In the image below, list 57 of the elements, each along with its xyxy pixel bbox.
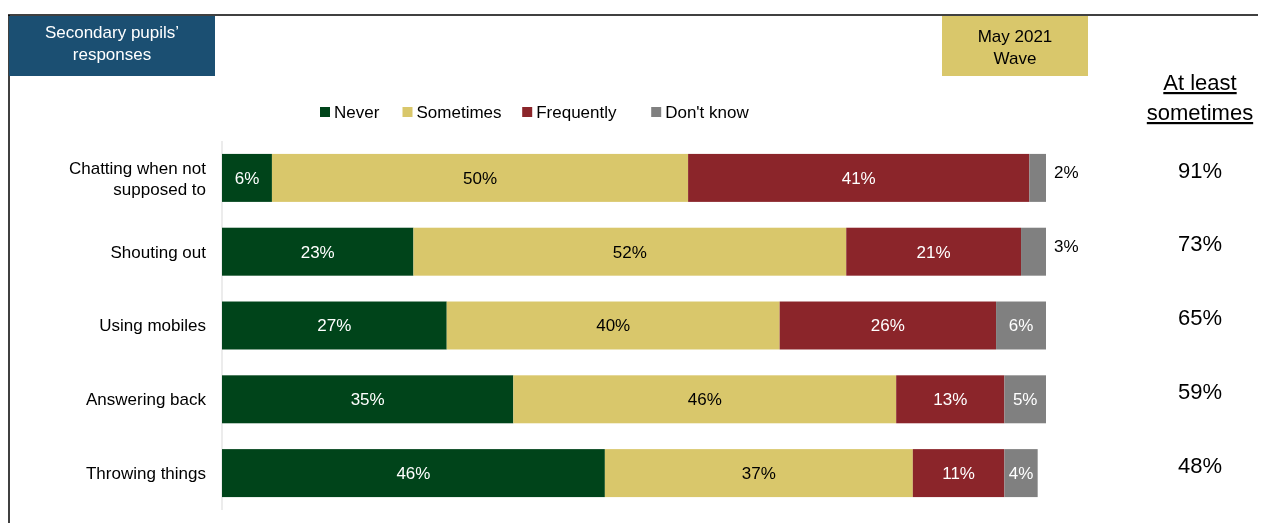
text: 65% bbox=[1177, 305, 1223, 331]
data-label: 37% bbox=[741, 464, 776, 484]
chart-subtitle: May 2021 Wave bbox=[977, 27, 1053, 68]
data-label: 46% bbox=[396, 464, 431, 484]
data-label: 21% bbox=[916, 242, 951, 262]
legend-label: Sometimes bbox=[416, 102, 502, 122]
data-label: 13% bbox=[933, 390, 968, 410]
bar bbox=[1004, 375, 1046, 424]
data-label: 26% bbox=[870, 316, 905, 336]
legend-label: Frequently bbox=[536, 102, 618, 122]
bar bbox=[222, 375, 514, 424]
bar bbox=[1004, 449, 1038, 498]
data-label: 50% bbox=[463, 168, 498, 188]
legend-label: Don't know bbox=[665, 102, 750, 122]
text: 59% bbox=[1177, 379, 1223, 404]
data-label: 2% bbox=[1054, 162, 1079, 182]
data-label: 41% bbox=[841, 168, 876, 188]
bar bbox=[996, 301, 1046, 350]
data-label: 4% bbox=[1008, 464, 1034, 484]
y-tick-label: Chatting when not supposed to bbox=[68, 158, 207, 199]
bar bbox=[222, 301, 447, 350]
y-tick-label: Using mobiles bbox=[99, 316, 206, 336]
text: At least sometimes bbox=[1146, 70, 1254, 125]
bar bbox=[1021, 227, 1046, 276]
y-tick-label: Shouting out bbox=[110, 242, 207, 262]
data-label: 35% bbox=[350, 390, 385, 410]
data-label: 23% bbox=[300, 242, 335, 262]
data-label: 46% bbox=[687, 390, 722, 410]
bar bbox=[604, 449, 913, 498]
bar bbox=[222, 449, 605, 498]
data-label: 40% bbox=[596, 316, 631, 336]
data-label: 27% bbox=[317, 316, 352, 336]
bar bbox=[222, 227, 414, 276]
y-tick-label: Answering back bbox=[85, 390, 207, 410]
chart-title: Secondary pupils’ responses bbox=[44, 23, 180, 64]
bar bbox=[222, 153, 272, 202]
bar bbox=[779, 301, 997, 350]
data-label: 6% bbox=[1008, 316, 1034, 336]
bar bbox=[912, 449, 1005, 498]
data-label: 6% bbox=[234, 168, 260, 188]
data-label: 11% bbox=[942, 464, 975, 484]
data-label: 5% bbox=[1012, 390, 1038, 410]
bar bbox=[513, 375, 897, 424]
text: 91% bbox=[1177, 157, 1223, 183]
bar bbox=[688, 153, 1030, 202]
bar bbox=[846, 227, 1022, 276]
bar bbox=[1029, 153, 1046, 202]
bar bbox=[446, 301, 780, 350]
data-label: 3% bbox=[1054, 236, 1079, 256]
legend-label: Never bbox=[334, 102, 380, 122]
y-tick-label: Throwing things bbox=[85, 464, 206, 484]
data-label: 52% bbox=[612, 242, 647, 262]
text: 48% bbox=[1177, 452, 1223, 478]
bar bbox=[271, 153, 689, 202]
text: 73% bbox=[1177, 231, 1223, 257]
bar bbox=[896, 375, 1005, 424]
bar bbox=[413, 227, 847, 276]
